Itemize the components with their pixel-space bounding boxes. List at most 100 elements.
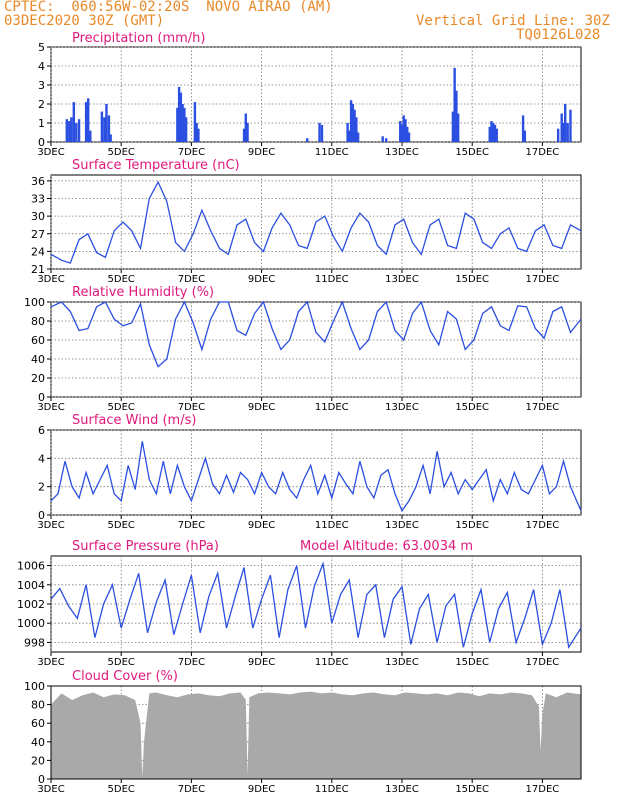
- y-tick-label: 100: [24, 680, 45, 693]
- y-tick-label: 4: [38, 452, 45, 465]
- precip-bar: [184, 117, 188, 142]
- x-tick-label: 17DEC: [526, 520, 560, 531]
- x-tick-label: 17DEC: [526, 657, 560, 668]
- precip-bar: [103, 117, 106, 142]
- precip-bar: [569, 109, 572, 142]
- precip-bar: [242, 128, 246, 142]
- x-tick-label: 13DEC: [385, 147, 419, 158]
- station-header: CPTEC: 060:56W-02:20S NOVO AIRAO (AM): [4, 0, 333, 15]
- y-tick-label: 1: [38, 117, 45, 130]
- panel-5-title: Surface Pressure (hPa): [72, 539, 219, 554]
- precip-bar: [77, 119, 81, 142]
- x-tick-label: 5DEC: [108, 784, 135, 795]
- precip-bar: [318, 123, 321, 142]
- y-tick-label: 4: [38, 60, 45, 73]
- x-tick-label: 9DEC: [248, 784, 275, 795]
- precip-bar: [492, 123, 495, 142]
- precip-bar: [488, 126, 491, 142]
- precip-bar: [197, 128, 200, 142]
- precip-bar: [406, 126, 409, 142]
- x-tick-label: 11DEC: [315, 274, 349, 285]
- x-tick-label: 3DEC: [37, 147, 64, 158]
- x-tick-label: 3DEC: [37, 274, 64, 285]
- y-tick-label: 0: [38, 391, 45, 404]
- x-tick-label: 3DEC: [37, 784, 64, 795]
- panel-6-title: Cloud Cover (%): [72, 669, 178, 684]
- y-tick-label: 60: [31, 334, 45, 347]
- precip-bar: [181, 104, 184, 142]
- y-tick-label: 0: [38, 773, 45, 786]
- precip-bar: [107, 115, 111, 142]
- precip-bar: [451, 111, 455, 142]
- panel-3-frame: [50, 301, 582, 398]
- precip-bar: [384, 138, 388, 142]
- y-tick-label: 33: [31, 193, 45, 206]
- precip-bar: [400, 124, 404, 142]
- x-tick-label: 13DEC: [385, 520, 419, 531]
- y-tick-label: 0: [38, 509, 45, 522]
- precip-bar: [351, 104, 355, 142]
- panel-5-series-line: [50, 561, 582, 650]
- cloud-cover-area: [51, 691, 581, 779]
- y-tick-label: 3: [38, 79, 45, 92]
- precip-bar: [381, 136, 384, 142]
- x-tick-label: 17DEC: [526, 147, 560, 158]
- precip-bar: [100, 111, 104, 142]
- panel-4-series-line: [50, 441, 582, 513]
- x-tick-label: 9DEC: [248, 657, 275, 668]
- y-tick-label: 60: [31, 717, 45, 730]
- x-tick-label: 5DEC: [108, 402, 135, 413]
- x-tick-label: 17DEC: [526, 402, 560, 413]
- precip-bar: [72, 102, 76, 142]
- panel-1-frame: [50, 46, 582, 143]
- x-tick-label: 9DEC: [248, 147, 275, 158]
- panel-5-annotation: Model Altitude: 63.0034 m: [300, 539, 473, 554]
- y-tick-label: 1004: [17, 579, 45, 592]
- precip-bar: [493, 124, 497, 142]
- precip-bar: [456, 113, 460, 142]
- precip-bar: [195, 123, 198, 142]
- precip-bar: [490, 121, 493, 142]
- y-tick-label: 20: [31, 754, 45, 767]
- x-tick-label: 5DEC: [108, 274, 135, 285]
- precip-bar: [176, 107, 179, 142]
- precip-bar: [109, 134, 112, 142]
- x-tick-label: 11DEC: [315, 147, 349, 158]
- precip-bar: [348, 130, 351, 142]
- precip-bar: [399, 121, 402, 142]
- x-tick-label: 15DEC: [455, 657, 489, 668]
- panel-1-title: Precipitation (mm/h): [72, 31, 205, 46]
- x-tick-label: 13DEC: [385, 402, 419, 413]
- precip-bar: [407, 132, 411, 142]
- x-tick-label: 15DEC: [455, 402, 489, 413]
- precip-bar: [70, 117, 73, 142]
- precip-bar: [193, 102, 197, 142]
- y-tick-label: 998: [24, 636, 45, 649]
- x-tick-label: 13DEC: [385, 657, 419, 668]
- y-tick-label: 6: [38, 424, 45, 437]
- precip-bar: [306, 138, 309, 142]
- y-tick-label: 80: [31, 315, 45, 328]
- precip-bar: [356, 132, 360, 142]
- precip-bar: [346, 123, 349, 142]
- y-tick-label: 2: [38, 481, 45, 494]
- y-tick-label: 30: [31, 210, 45, 223]
- precip-bar: [177, 86, 181, 142]
- y-tick-label: 40: [31, 353, 45, 366]
- x-tick-label: 13DEC: [385, 274, 419, 285]
- panel-6-frame-overlay: [50, 685, 582, 780]
- x-tick-label: 11DEC: [315, 520, 349, 531]
- x-tick-label: 11DEC: [315, 402, 349, 413]
- precip-bar: [65, 119, 68, 142]
- x-tick-label: 7DEC: [178, 147, 205, 158]
- panel-2-title: Surface Temperature (nC): [72, 158, 240, 173]
- precip-bar: [89, 130, 92, 142]
- x-tick-label: 15DEC: [455, 274, 489, 285]
- precip-bar: [402, 115, 405, 142]
- precip-bar: [320, 124, 324, 142]
- precip-bar: [495, 128, 498, 142]
- x-tick-label: 11DEC: [315, 657, 349, 668]
- x-tick-label: 5DEC: [108, 657, 135, 668]
- precip-bar: [404, 119, 407, 142]
